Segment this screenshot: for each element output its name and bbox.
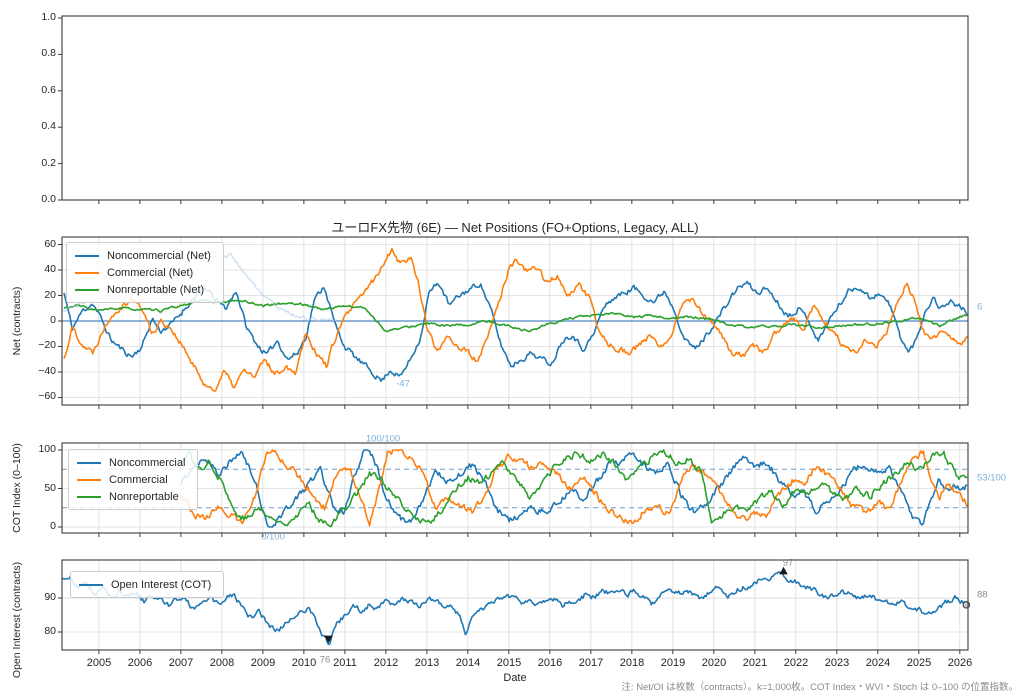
x-tick-label: 2010 xyxy=(291,657,317,669)
legend-label: Open Interest (COT) xyxy=(111,578,212,591)
y-tick-label: 50 xyxy=(44,481,56,494)
x-axis-label: Date xyxy=(503,672,527,684)
y-tick-label: 0 xyxy=(50,519,56,532)
line-swatch-open-interest xyxy=(79,583,103,586)
x-tick-label: 2013 xyxy=(414,657,440,669)
legend-item: Commercial (Net) xyxy=(75,264,211,281)
x-tick-label: 2022 xyxy=(783,657,809,669)
y-tick-label: 0.4 xyxy=(41,120,56,133)
x-tick-label: 2009 xyxy=(250,657,276,669)
annotation-100-100: 100/100 xyxy=(365,433,401,445)
legend-label: Noncommercial xyxy=(109,456,186,469)
legend-item: Noncommercial (Net) xyxy=(75,247,211,264)
y-tick-label: 0.0 xyxy=(41,193,56,205)
y-tick-label: 0.6 xyxy=(41,83,56,96)
x-tick-label: 2024 xyxy=(865,657,891,669)
annotation-0-100: 0/100 xyxy=(261,531,285,543)
x-tick-label: 2016 xyxy=(537,657,563,669)
legend-net-positions: Noncommercial (Net) Commercial (Net) Non… xyxy=(66,242,224,303)
marker-tri-up xyxy=(779,566,788,575)
y-tick-label: 0.8 xyxy=(41,47,56,60)
line-swatch-commercial xyxy=(77,478,101,481)
legend-item: Nonreportable (Net) xyxy=(75,281,211,298)
annotation-53-100: 53/100 xyxy=(977,472,1007,484)
x-tick-label: 2014 xyxy=(455,657,481,669)
legend-item: Noncommercial xyxy=(77,454,185,471)
line-swatch-noncommercial xyxy=(77,461,101,464)
x-tick-label: 2017 xyxy=(578,657,604,669)
x-tick-label: 2008 xyxy=(209,657,235,669)
x-tick-label: 2025 xyxy=(906,657,932,669)
series-line-commercial-net xyxy=(63,247,968,393)
legend-label: Noncommercial (Net) xyxy=(107,249,211,262)
x-tick-label: 2023 xyxy=(824,657,850,669)
y-tick-label: 60 xyxy=(44,237,56,250)
subplot-2 xyxy=(58,442,969,537)
legend-label: Nonreportable (Net) xyxy=(107,283,205,296)
y-tick-label: 100 xyxy=(38,443,56,455)
legend-label: Commercial (Net) xyxy=(107,266,194,279)
line-swatch-commercial xyxy=(75,271,99,274)
y-tick-label: 1.0 xyxy=(41,11,56,23)
legend-label: Nonreportable xyxy=(109,490,179,503)
annotation-88: 88 xyxy=(977,589,988,601)
y-tick-label: 80 xyxy=(44,625,56,637)
series-line-commercial xyxy=(180,449,968,527)
y-tick-label: 20 xyxy=(44,288,56,301)
legend-item: Commercial xyxy=(77,471,185,488)
x-tick-label: 2018 xyxy=(619,657,645,669)
x-tick-label: 2021 xyxy=(742,657,768,669)
x-tick-label: 2011 xyxy=(333,657,357,669)
series-line-open-interest-cot xyxy=(61,571,968,646)
y-tick-label: −20 xyxy=(38,339,56,352)
subplot-0 xyxy=(58,15,969,204)
y-tick-label: 40 xyxy=(44,263,56,275)
legend-cot-index: Noncommercial Commercial Nonreportable xyxy=(68,449,199,510)
y-tick-label: 0.2 xyxy=(41,156,56,169)
series-line-nonreportable xyxy=(180,449,968,528)
annotation-97: 97 xyxy=(782,557,794,569)
legend-open-interest: Open Interest (COT) xyxy=(70,571,225,598)
legend-item: Nonreportable xyxy=(77,488,185,505)
x-tick-label: 2015 xyxy=(496,657,522,669)
line-swatch-noncommercial xyxy=(75,254,99,257)
y-tick-label: −40 xyxy=(38,364,56,377)
chart-title: ユーロFX先物 (6E) — Net Positions (FO+Options… xyxy=(331,220,699,235)
marker-tri-down xyxy=(324,635,333,644)
annotation-6: 6 xyxy=(977,301,983,313)
line-swatch-nonreportable xyxy=(77,495,101,498)
annotation--47: -47 xyxy=(396,378,410,390)
y-tick-label: 90 xyxy=(44,591,56,604)
footnote: 注: Net/OI は枚数（contracts）。k=1,000枚。COT In… xyxy=(621,682,1018,693)
marker-circle xyxy=(962,601,971,609)
annotation-76: 76 xyxy=(319,654,331,666)
legend-item: Open Interest (COT) xyxy=(79,576,211,593)
x-tick-label: 2007 xyxy=(168,657,194,669)
x-tick-label: 2019 xyxy=(660,657,686,669)
x-tick-label: 2005 xyxy=(86,657,112,669)
legend-label: Commercial xyxy=(109,473,168,486)
y-tick-label: −60 xyxy=(38,390,56,403)
x-tick-label: 2012 xyxy=(373,657,399,669)
y-axis-label-open-interest: Open Interest (contracts) xyxy=(11,561,23,679)
line-swatch-nonreportable xyxy=(75,288,99,291)
subplot-3 xyxy=(58,559,971,654)
x-tick-label: 2026 xyxy=(947,657,973,669)
x-tick-label: 2020 xyxy=(701,657,727,669)
y-tick-label: 0 xyxy=(50,314,56,326)
x-tick-label: 2006 xyxy=(127,657,153,669)
